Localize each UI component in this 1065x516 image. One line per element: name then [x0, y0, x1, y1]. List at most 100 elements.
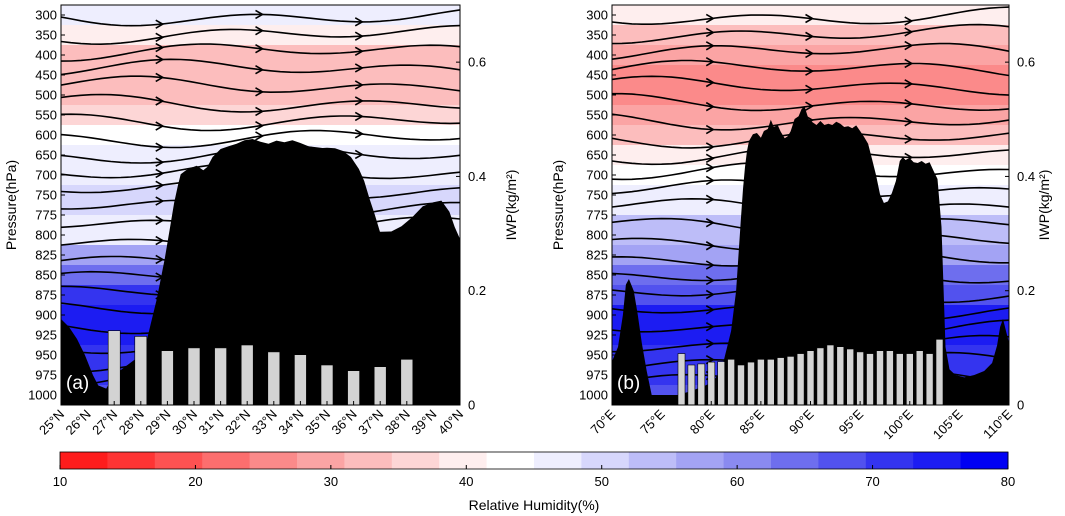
pressure-tick-label: 1000 — [579, 388, 608, 403]
streamline-arrow — [155, 42, 165, 53]
streamline-arrow — [904, 16, 914, 26]
streamline-arrow — [705, 41, 715, 51]
iwp-bar — [886, 350, 894, 405]
iwp-bar — [737, 364, 745, 405]
iwp-bar — [866, 353, 874, 405]
streamline-arrow — [155, 54, 165, 65]
streamline-arrow — [805, 66, 815, 76]
streamline-arrow — [904, 58, 914, 69]
colorbar-tick-label: 30 — [324, 474, 338, 489]
x-tick-label: 39°N — [408, 407, 439, 438]
pressure-tick-label: 975 — [586, 368, 608, 383]
streamline-arrow — [255, 87, 265, 97]
streamline-arrow — [904, 98, 914, 109]
pressure-tick-label: 800 — [35, 228, 57, 243]
iwp-bar — [707, 361, 716, 405]
colorbar-cell — [344, 452, 393, 469]
iwp-bar — [856, 351, 864, 405]
streamline — [61, 113, 460, 132]
streamline — [612, 92, 1009, 112]
streamline — [61, 24, 460, 46]
colorbar-cell — [439, 452, 488, 469]
iwp-bar — [796, 353, 805, 405]
streamline — [61, 129, 460, 149]
iwp-bar — [107, 330, 121, 405]
iwp-tick-label: 0.2 — [1017, 283, 1035, 298]
x-tick-label: 27°N — [89, 407, 120, 438]
pressure-tick-label: 775 — [35, 208, 57, 223]
streamline-arrow — [705, 142, 715, 152]
streamline-arrow — [354, 63, 364, 73]
streamline-arrow — [155, 215, 165, 226]
x-tick-label: 75°E — [637, 406, 668, 437]
pressure-tick-label: 825 — [586, 248, 608, 263]
panel-b-terrain — [612, 106, 1009, 405]
streamline-arrow — [354, 80, 364, 90]
iwp-bar — [826, 344, 835, 405]
iwp-bar — [816, 347, 825, 405]
colorbar-cell — [913, 452, 962, 469]
iwp-bar — [400, 358, 414, 405]
pressure-tick-label: 350 — [35, 28, 57, 43]
streamline-arrow — [354, 149, 364, 160]
streamline-arrow — [705, 13, 715, 24]
pressure-tick-label: 300 — [586, 8, 608, 23]
x-tick-label: 32°N — [222, 407, 253, 438]
streamline-arrow — [904, 79, 914, 89]
iwp-bar — [786, 356, 795, 405]
colorbar-cell — [865, 452, 914, 469]
pressure-tick-label: 450 — [35, 68, 57, 83]
pressure-tick-label: 600 — [35, 128, 57, 143]
streamline-arrow — [705, 194, 715, 205]
pressure-tick-label: 500 — [35, 88, 57, 103]
colorbar-cell — [202, 452, 251, 469]
panel-b-pressure-axis: 300 350 400 450 500 550 600 650 700 750 775 800 825 8… — [579, 8, 616, 403]
iwp-bar — [876, 350, 884, 405]
streamline-arrow — [805, 48, 815, 59]
iwp-tick-label: 0.4 — [1017, 169, 1035, 184]
colorbar-cell — [723, 452, 772, 469]
streamline-arrow — [255, 106, 265, 117]
streamline-arrow — [155, 32, 165, 43]
colorbar-cell — [107, 452, 156, 469]
x-tick-label: 90°E — [786, 406, 817, 437]
streamline-arrow — [705, 163, 715, 173]
streamline-arrow — [705, 101, 715, 112]
iwp-bar — [697, 363, 706, 405]
streamline-arrow — [354, 96, 364, 106]
streamline — [61, 9, 460, 27]
streamline-arrow — [705, 241, 715, 251]
iwp-bar — [373, 366, 387, 405]
iwp-bar — [935, 338, 944, 405]
pressure-tick-label: 500 — [586, 88, 608, 103]
streamline-arrow — [255, 65, 265, 75]
colorbar-cell — [534, 452, 582, 469]
pressure-tick-label: 800 — [586, 228, 608, 243]
x-tick-label: 110°E — [980, 406, 1015, 441]
rh-band-350 — [61, 25, 460, 46]
streamline-arrow — [155, 196, 165, 206]
panel-a-pressure-axis: 300 350 400 450 500 550 600 650 700 750 775 800 825 8… — [28, 8, 65, 403]
pressure-tick-label: 400 — [586, 48, 608, 63]
terrain-profile — [61, 139, 460, 405]
streamline-arrow — [155, 142, 165, 152]
pressure-tick-label: 850 — [35, 268, 57, 283]
streamline-arrow — [155, 121, 165, 131]
iwp-bar — [187, 347, 201, 405]
iwp-bar — [134, 336, 148, 405]
colorbar-label: Relative Humidity(%) — [469, 497, 600, 513]
x-tick-label: 95°E — [836, 406, 867, 437]
pressure-tick-label: 825 — [35, 248, 57, 263]
rh-band-450 — [612, 65, 1009, 86]
streamline-arrow — [705, 57, 715, 67]
streamline — [612, 6, 1009, 25]
iwp-tick-label: 0.2 — [468, 283, 486, 298]
streamline-arrow — [904, 27, 914, 37]
iwp-bar — [717, 361, 726, 405]
iwp-bar — [267, 351, 281, 405]
colorbar-tick-label: 20 — [188, 474, 202, 489]
pressure-tick-label: 1000 — [28, 388, 57, 403]
iwp-tick-label: 0.4 — [468, 169, 486, 184]
streamline — [612, 42, 1009, 60]
streamline — [61, 43, 460, 62]
